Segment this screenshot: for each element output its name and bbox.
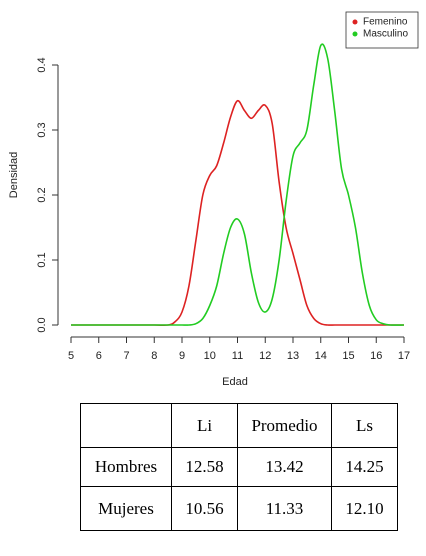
- table-cell: 11.33: [237, 486, 332, 531]
- x-tick-label: 6: [96, 350, 102, 362]
- table-cell: 13.42: [237, 447, 332, 487]
- x-tick-label: 10: [204, 350, 216, 362]
- x-tick-label: 5: [68, 350, 74, 362]
- table-header: Promedio: [237, 403, 332, 448]
- legend-box: [345, 11, 419, 49]
- table-cell: 12.10: [331, 486, 398, 531]
- table-cell: Mujeres: [80, 486, 172, 531]
- y-tick-label: 0.0: [36, 317, 48, 332]
- x-tick-label: 11: [232, 350, 243, 362]
- x-tick-label: 13: [287, 350, 299, 362]
- table-cell: 10.56: [171, 486, 238, 531]
- table-cell: [80, 403, 172, 448]
- table-header: Li: [171, 403, 238, 448]
- x-tick-label: 14: [315, 350, 327, 362]
- stats-table: Li Promedio Ls Hombres 12.58 13.42 14.25…: [80, 403, 398, 531]
- table-cell: 12.58: [171, 447, 238, 487]
- legend-marker: [352, 19, 358, 25]
- x-tick-label: 9: [179, 350, 185, 362]
- density-line: [70, 43, 405, 326]
- x-tick-label: 8: [151, 350, 157, 362]
- x-tick-label: 16: [370, 350, 382, 362]
- legend-label: Femenino: [363, 17, 408, 28]
- y-tick-label: 0.4: [36, 57, 48, 72]
- y-tick-label: 0.1: [36, 252, 48, 267]
- legend-label: Masculino: [363, 29, 408, 40]
- y-tick-label: 0.3: [36, 122, 48, 137]
- x-tick-label: 17: [398, 350, 410, 362]
- density-line: [70, 99, 404, 327]
- table-header: Ls: [331, 403, 398, 448]
- x-tick-label: 15: [342, 350, 354, 362]
- legend-marker: [352, 31, 358, 37]
- y-axis-title: Densidad: [8, 152, 20, 198]
- table-cell: 14.25: [331, 447, 398, 487]
- x-tick-label: 12: [259, 350, 271, 362]
- y-tick-label: 0.2: [36, 187, 48, 202]
- chart: Edad Densidad 0.0 0.1 0.2 0.3 0.4 5 6 7 8 9 10 11 12…: [8, 11, 419, 388]
- x-tick-label: 7: [123, 350, 129, 362]
- x-axis-title: Edad: [222, 376, 248, 388]
- table-cell: Hombres: [80, 447, 172, 487]
